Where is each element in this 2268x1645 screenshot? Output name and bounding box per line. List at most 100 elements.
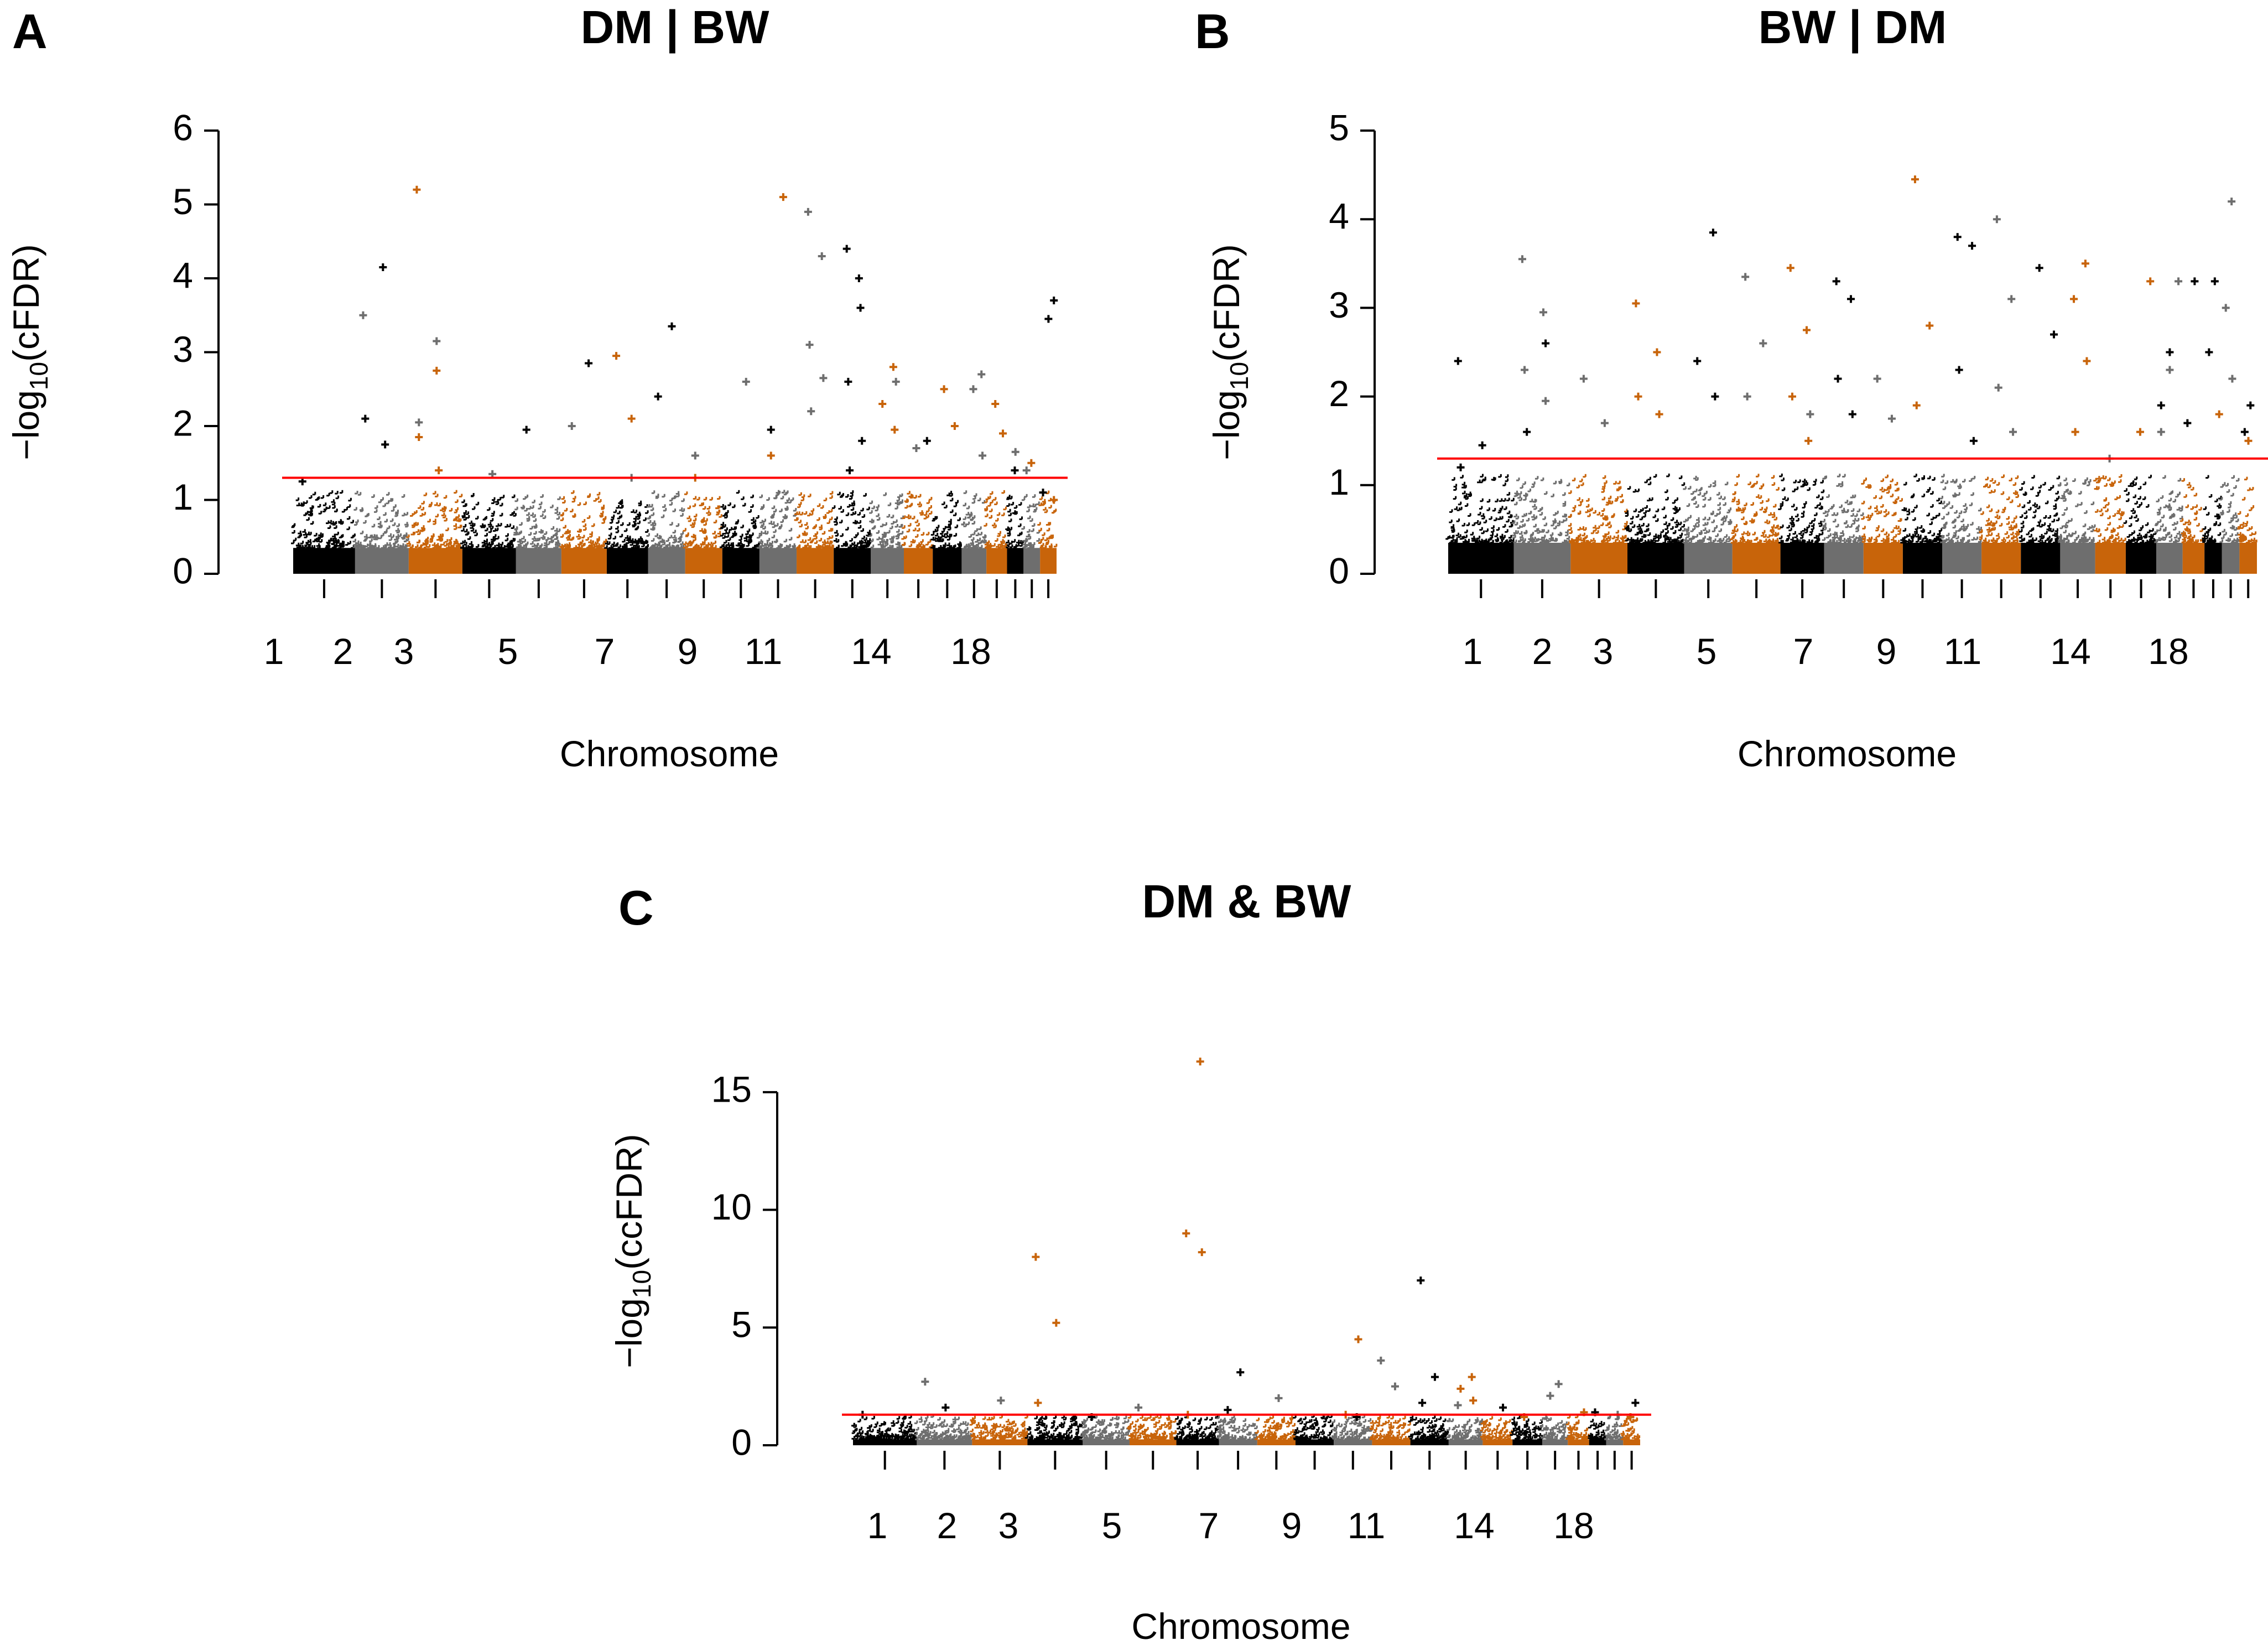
- snp-cluster: [1080, 1414, 1131, 1440]
- x-tick-label: 5: [498, 631, 518, 672]
- snp-cluster: [1293, 1414, 1334, 1440]
- snp-point: [999, 429, 1007, 438]
- y-tick-label: 5: [1329, 107, 1349, 148]
- snp-cluster: [868, 492, 904, 549]
- snp-point: [668, 322, 676, 330]
- snp-point: [522, 425, 530, 434]
- snp-point: [1377, 1356, 1385, 1364]
- x-tick-label: 9: [1282, 1505, 1302, 1546]
- snp-point: [2146, 277, 2155, 286]
- snp-point: [2183, 419, 2192, 427]
- x-tick-label: 2: [333, 631, 353, 672]
- chromosome-band: [1448, 1439, 1483, 1445]
- y-tick-label: 2: [1329, 373, 1349, 414]
- chromosome-band: [355, 548, 409, 574]
- snp-cluster: [1539, 1415, 1569, 1440]
- snp-cluster: [1511, 476, 1570, 544]
- snp-point: [1759, 339, 1767, 347]
- chromosome-band: [1410, 1439, 1449, 1445]
- snp-point: [2228, 375, 2236, 383]
- x-axis-label: Chromosome: [1131, 1606, 1350, 1645]
- snp-cluster: [352, 491, 409, 549]
- snp-cluster: [2057, 477, 2096, 544]
- snp-point: [1499, 1403, 1507, 1412]
- snp-point: [1632, 299, 1640, 308]
- snp-point: [585, 359, 593, 367]
- snp-point: [1994, 383, 2002, 392]
- snp-point: [2070, 295, 2078, 303]
- snp-point: [1454, 1401, 1462, 1409]
- snp-point: [1803, 326, 1811, 334]
- snp-point: [950, 422, 959, 430]
- x-tick-label: 7: [595, 631, 615, 672]
- snp-cluster: [1625, 473, 1686, 544]
- snp-cluster: [1480, 1416, 1513, 1440]
- x-tick-label: 18: [2148, 631, 2188, 672]
- snp-point: [1911, 175, 1919, 184]
- snp-point: [1196, 1057, 1204, 1066]
- snp-point: [941, 1403, 950, 1412]
- chromosome-band: [972, 1439, 1028, 1445]
- x-tick-label: 18: [950, 631, 991, 672]
- snp-point: [2071, 428, 2079, 436]
- chromosome-band: [2095, 542, 2126, 574]
- snp-point: [612, 352, 621, 360]
- y-tick-label: 3: [1329, 284, 1349, 325]
- chromosome-band: [2156, 542, 2183, 574]
- snp-point: [488, 470, 497, 478]
- snp-point: [977, 370, 986, 378]
- snp-point: [2222, 304, 2230, 312]
- chromosome-band: [2021, 542, 2061, 574]
- snp-point: [1430, 1373, 1439, 1381]
- snp-point: [1354, 1335, 1362, 1343]
- chromosome-band: [685, 548, 722, 574]
- snp-point: [568, 422, 576, 430]
- snp-cluster: [961, 490, 987, 549]
- chromosome-band: [797, 548, 834, 574]
- snp-point: [1806, 410, 1814, 418]
- snp-point: [2244, 437, 2253, 445]
- snp-point: [2191, 277, 2199, 286]
- chromosome-band: [1023, 548, 1041, 574]
- y-tick-label: 4: [173, 255, 193, 295]
- snp-cluster: [1730, 474, 1781, 544]
- snp-cluster: [559, 490, 607, 549]
- snp-cluster: [794, 491, 834, 549]
- snp-point: [2228, 198, 2236, 206]
- chromosome-band: [1219, 1439, 1257, 1445]
- snp-point: [807, 407, 815, 416]
- y-tick-label: 3: [173, 329, 193, 370]
- chromosome-band: [759, 548, 797, 574]
- snp-point: [1887, 414, 1896, 423]
- chromosome-band: [2222, 542, 2240, 574]
- snp-point: [435, 466, 443, 475]
- chromosome-band: [1863, 542, 1903, 574]
- snp-point: [2009, 428, 2017, 436]
- snp-point: [1050, 496, 1058, 504]
- x-tick-label: 11: [1944, 631, 1982, 672]
- snp-point: [819, 374, 828, 382]
- chromosome-band: [1627, 542, 1684, 574]
- chromosome-band: [1780, 542, 1824, 574]
- snp-point: [1052, 1319, 1060, 1327]
- snp-point: [1275, 1394, 1283, 1402]
- snp-point: [1709, 229, 1717, 237]
- chromosome-band: [853, 1439, 917, 1445]
- chromosome-band: [1513, 542, 1571, 574]
- snp-point: [1468, 1373, 1476, 1381]
- snp-point: [742, 377, 750, 386]
- y-tick-label: 15: [711, 1068, 752, 1109]
- snp-point: [1039, 489, 1047, 497]
- y-tick-label: 5: [173, 181, 193, 222]
- snp-cluster: [2154, 475, 2183, 543]
- snp-point: [433, 366, 441, 375]
- x-tick-label: 7: [1793, 631, 1814, 672]
- snp-point: [1873, 375, 1881, 383]
- snp-point: [1456, 463, 1465, 471]
- snp-point: [1044, 315, 1053, 323]
- chromosome-band: [1512, 1439, 1543, 1445]
- snp-point: [1539, 308, 1547, 316]
- snp-point: [921, 1378, 929, 1386]
- chromosome-band: [1623, 1439, 1640, 1445]
- snp-point: [1655, 410, 1663, 418]
